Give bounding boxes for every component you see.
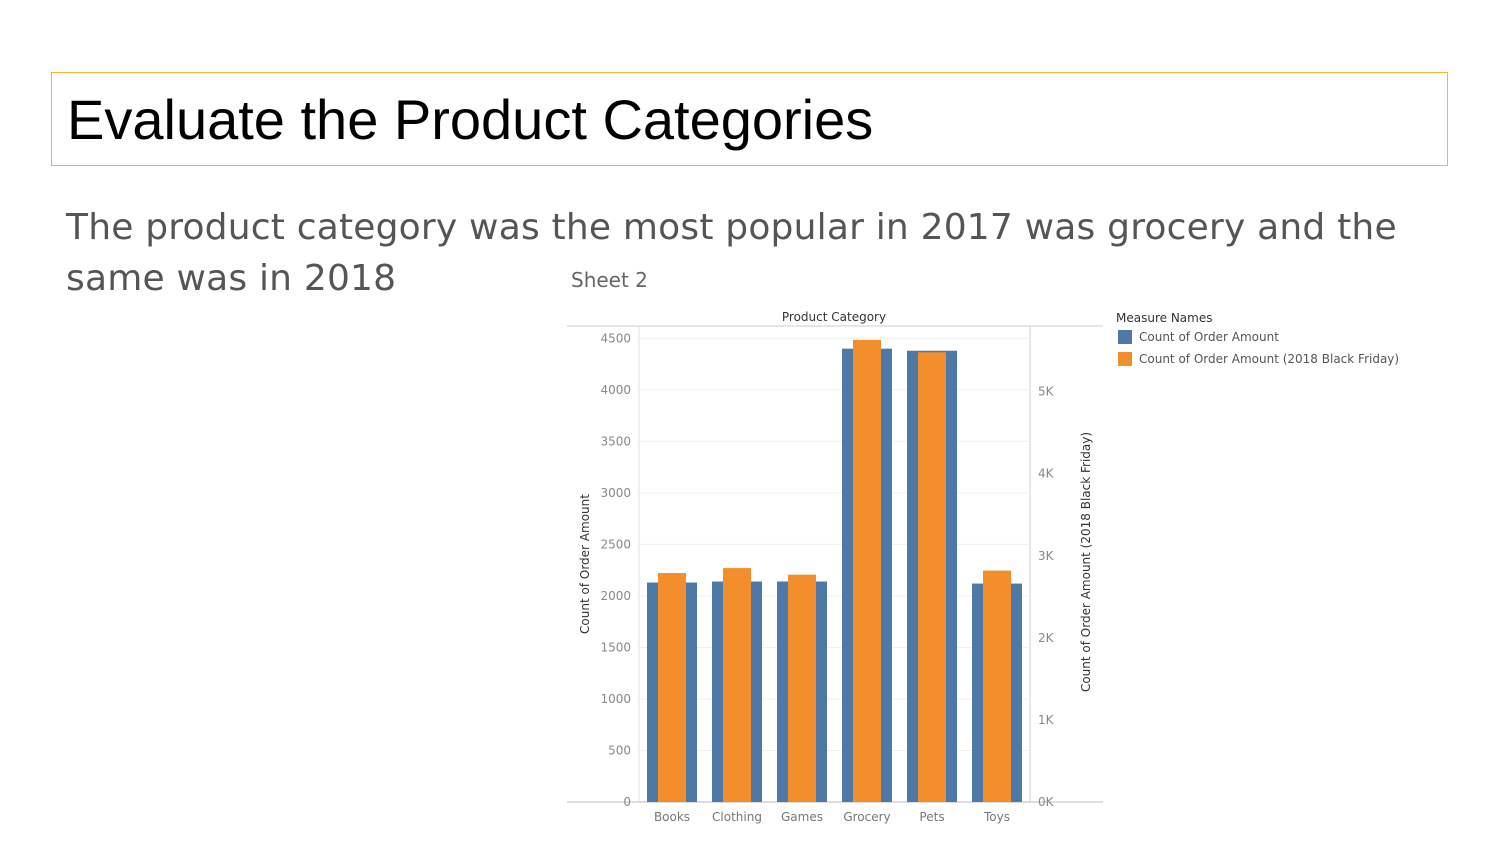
- legend-title: Measure Names: [1116, 311, 1212, 325]
- bar-grocery-black-friday: [853, 339, 881, 802]
- right-tick-label: 5K: [1038, 385, 1055, 399]
- x-tick-label: Games: [781, 810, 823, 824]
- left-axis-ticks: 0 500 1000 1500 2000 2500 3000 3500 4000 4500: [600, 331, 631, 809]
- bar-clothing-black-friday: [723, 568, 751, 802]
- x-tick-label: Grocery: [843, 810, 890, 824]
- right-tick-label: 1K: [1038, 713, 1055, 727]
- left-tick-label: 1000: [600, 692, 631, 706]
- legend-swatch: [1118, 330, 1132, 344]
- left-tick-label: 500: [608, 743, 631, 757]
- bars: [647, 339, 1022, 802]
- right-axis-ticks: 0K 1K 2K 3K 4K 5K: [1038, 385, 1055, 809]
- left-tick-label: 4000: [600, 383, 631, 397]
- left-tick-label: 1500: [600, 640, 631, 654]
- right-tick-label: 2K: [1038, 631, 1055, 645]
- legend-swatch: [1118, 352, 1132, 366]
- bar-toys-black-friday: [983, 570, 1011, 802]
- left-tick-label: 2000: [600, 589, 631, 603]
- right-axis-label: Count of Order Amount (2018 Black Friday…: [1079, 432, 1093, 692]
- right-tick-label: 4K: [1038, 467, 1055, 481]
- bar-games-black-friday: [788, 574, 816, 802]
- chart-title: Product Category: [782, 310, 886, 324]
- legend: Measure Names Count of Order Amount Count…: [1116, 311, 1399, 366]
- left-tick-label: 3500: [600, 434, 631, 448]
- bar-pets-black-friday: [918, 352, 946, 802]
- sheet-title: Sheet 2: [571, 268, 648, 292]
- x-tick-label: Pets: [919, 810, 944, 824]
- left-tick-label: 4500: [600, 331, 631, 345]
- slide-title: Evaluate the Product Categories: [67, 88, 874, 151]
- right-tick-label: 3K: [1038, 549, 1055, 563]
- x-axis-ticks: Books Clothing Games Grocery Pets Toys: [654, 810, 1010, 824]
- x-tick-label: Toys: [983, 810, 1010, 824]
- slide-body-text: The product category was the most popula…: [66, 207, 1397, 299]
- left-tick-label: 3000: [600, 486, 631, 500]
- x-tick-label: Books: [654, 810, 690, 824]
- legend-label: Count of Order Amount (2018 Black Friday…: [1139, 352, 1399, 366]
- legend-label: Count of Order Amount: [1139, 330, 1279, 344]
- title-box: Evaluate the Product Categories: [51, 72, 1448, 166]
- left-tick-label: 0: [623, 795, 631, 809]
- bar-books-black-friday: [658, 573, 686, 802]
- right-tick-label: 0K: [1038, 795, 1055, 809]
- left-axis-label: Count of Order Amount: [578, 494, 592, 634]
- gridlines: [639, 337, 1030, 751]
- left-tick-label: 2500: [600, 537, 631, 551]
- x-tick-label: Clothing: [712, 810, 762, 824]
